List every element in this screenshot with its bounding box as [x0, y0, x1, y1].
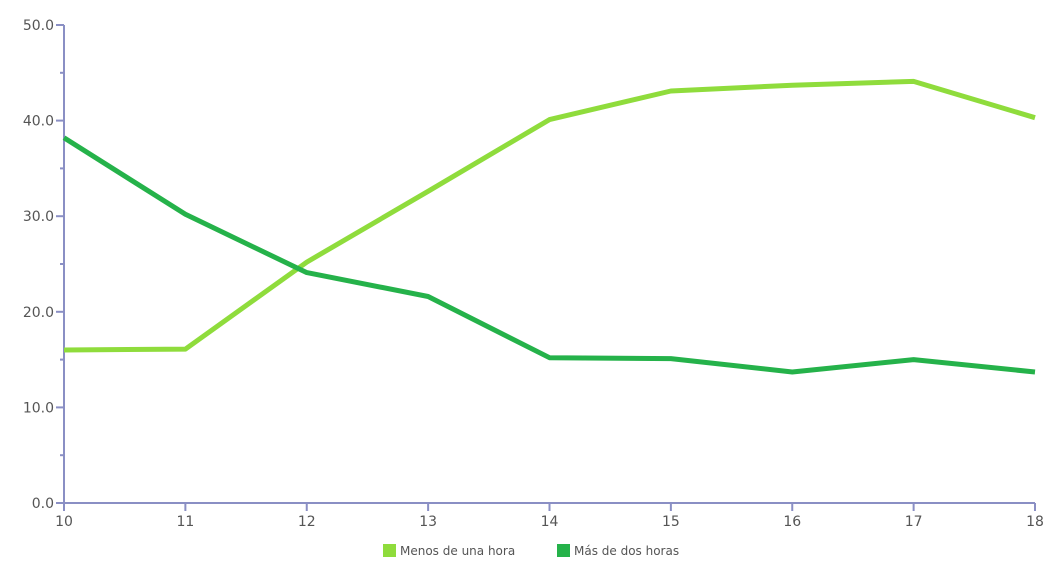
- legend-label: Más de dos horas: [574, 544, 679, 558]
- series-line-1: [63, 78, 1036, 353]
- x-tick-label: 10: [55, 514, 73, 530]
- x-tick-label: 11: [176, 514, 194, 530]
- x-tick-label: 18: [1026, 514, 1044, 530]
- x-tick-label: 16: [783, 514, 801, 530]
- y-axis-ticks: 0.0 10.0 20.0 30.0 40.0 50.0: [23, 18, 64, 512]
- x-axis-ticks: 10 11 12 13 14 15 16 17 18: [55, 503, 1044, 530]
- x-tick-label: 13: [419, 514, 437, 530]
- legend-swatch: [383, 544, 396, 557]
- x-tick-label: 12: [298, 514, 316, 530]
- y-tick-label: 10.0: [23, 400, 54, 416]
- series-line-2: [62, 135, 1036, 375]
- legend-swatch: [557, 544, 570, 557]
- y-tick-label: 30.0: [23, 209, 54, 225]
- axes: [63, 25, 1035, 504]
- x-tick-label: 17: [905, 514, 923, 530]
- series-lines: [62, 78, 1036, 375]
- y-tick-label: 20.0: [23, 305, 54, 321]
- x-tick-label: 15: [662, 514, 680, 530]
- legend-label: Menos de una hora: [400, 544, 515, 558]
- x-tick-label: 14: [541, 514, 559, 530]
- y-tick-label: 50.0: [23, 18, 54, 34]
- y-tick-label: 0.0: [32, 496, 54, 512]
- y-tick-label: 40.0: [23, 114, 54, 130]
- legend: Menos de una hora Más de dos horas: [383, 544, 679, 558]
